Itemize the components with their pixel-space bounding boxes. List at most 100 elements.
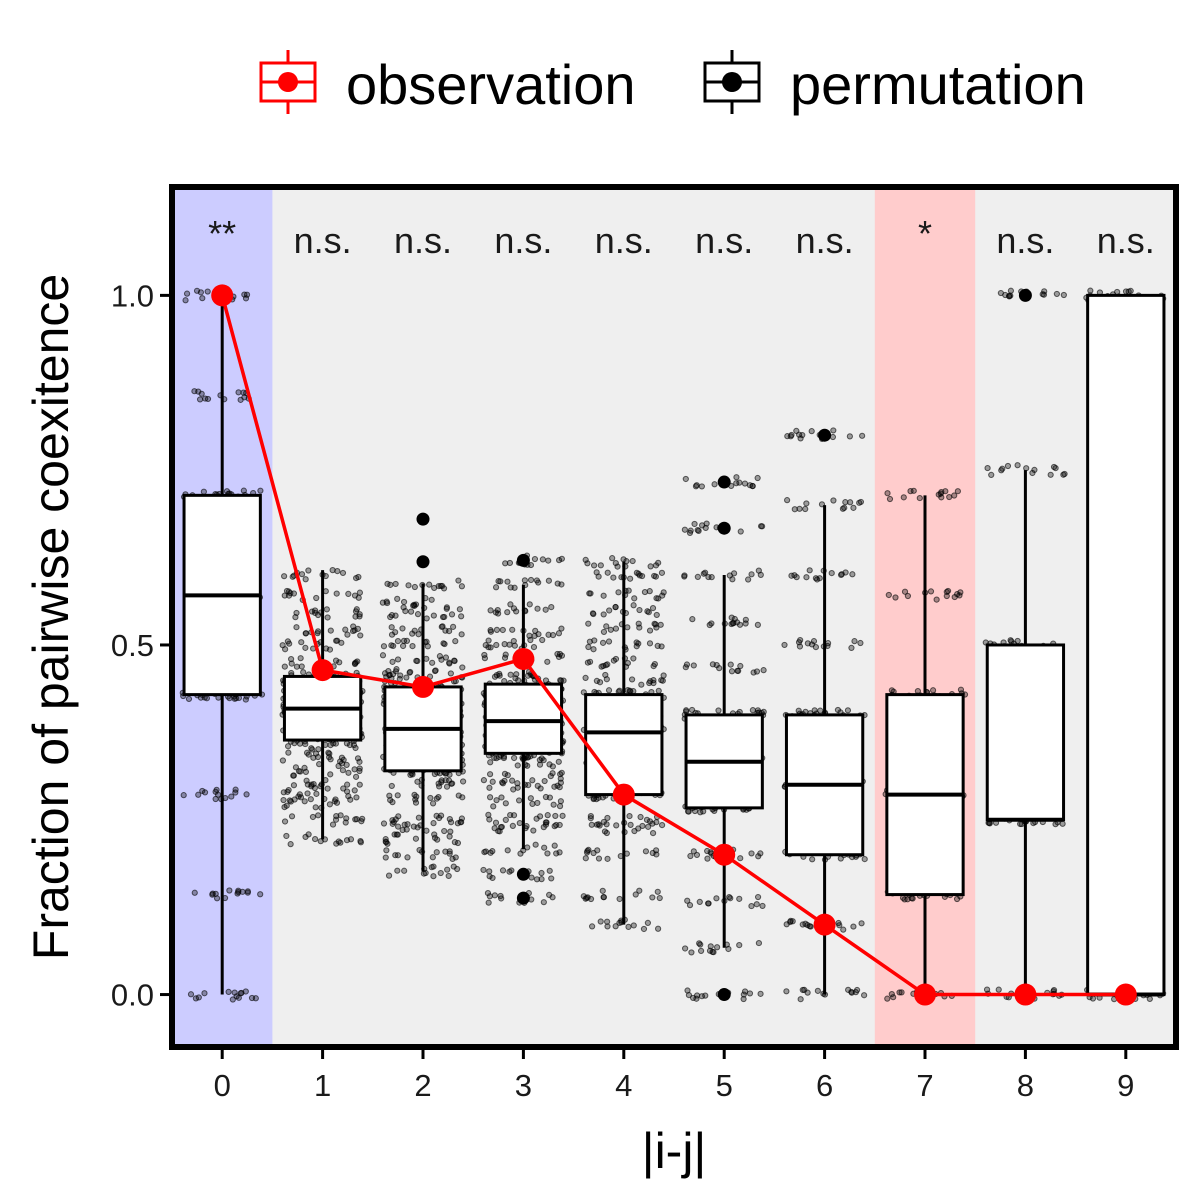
jitter-point: [582, 855, 589, 862]
jitter-point: [838, 571, 845, 578]
jitter-point: [642, 848, 650, 855]
jitter-point: [646, 679, 653, 687]
jitter-point: [856, 499, 863, 506]
x-tick-label: 2: [414, 1068, 431, 1103]
jitter-point: [681, 572, 688, 579]
jitter-point: [351, 660, 359, 668]
jitter-point: [290, 772, 298, 779]
jitter-point: [225, 988, 232, 995]
jitter-point: [244, 889, 251, 896]
jitter-point: [737, 528, 744, 535]
jitter-point: [524, 844, 531, 851]
jitter-point: [334, 568, 341, 575]
jitter-point: [690, 662, 697, 669]
jitter-point: [616, 895, 623, 903]
jitter-point: [638, 681, 645, 688]
jitter-point: [557, 798, 564, 805]
jitter-point: [708, 620, 715, 627]
jitter-point: [710, 949, 717, 956]
jitter-point: [812, 575, 819, 582]
jitter-point: [498, 823, 505, 831]
jitter-point: [436, 653, 444, 660]
jitter-point: [632, 891, 639, 898]
jitter-point: [629, 557, 636, 565]
jitter-point: [630, 602, 637, 609]
jitter-point: [357, 839, 364, 846]
jitter-point: [691, 520, 698, 528]
jitter-point: [381, 670, 389, 677]
jitter-point: [235, 889, 242, 896]
jitter-point: [201, 789, 209, 796]
jitter-point: [501, 654, 509, 661]
jitter-point: [694, 573, 701, 580]
jitter-point: [534, 799, 541, 807]
jitter-point: [356, 589, 363, 596]
jitter-point: [615, 589, 622, 596]
jitter-point: [600, 894, 607, 901]
jitter-point: [493, 626, 501, 633]
jitter-point: [514, 762, 521, 769]
jitter-point: [908, 895, 915, 902]
jitter-point: [183, 290, 191, 297]
jitter-point: [713, 895, 720, 902]
jitter-point: [508, 867, 515, 874]
jitter-point: [858, 920, 865, 927]
jitter-point: [437, 869, 444, 877]
jitter-point: [252, 995, 259, 1002]
jitter-point: [355, 594, 362, 601]
jitter-point: [430, 873, 437, 880]
legend-key-observation: [259, 50, 317, 114]
jitter-point: [535, 579, 542, 586]
jitter-point: [323, 606, 330, 613]
jitter-point: [635, 640, 642, 647]
jitter-point: [596, 679, 604, 686]
jitter-point: [451, 657, 458, 664]
jitter-point: [799, 431, 806, 439]
jitter-point: [379, 599, 386, 606]
jitter-point: [307, 796, 314, 803]
jitter-point: [546, 867, 553, 874]
jitter-point: [284, 638, 291, 645]
observation-point: [713, 843, 736, 866]
jitter-point: [481, 655, 489, 662]
jitter-point: [516, 819, 523, 827]
jitter-point: [757, 571, 764, 578]
jitter-point: [197, 289, 204, 296]
jitter-point: [588, 821, 595, 828]
jitter-point: [595, 573, 602, 580]
jitter-point: [646, 627, 654, 634]
jitter-point: [741, 480, 749, 487]
jitter-point: [584, 560, 591, 567]
jitter-point: [692, 483, 700, 490]
jitter-point: [1007, 637, 1014, 644]
jitter-point: [504, 609, 511, 616]
jitter-point: [442, 777, 449, 784]
jitter-point: [279, 642, 286, 649]
jitter-point: [305, 831, 312, 838]
jitter-point: [810, 638, 818, 645]
jitter-point: [686, 529, 694, 537]
jitter-point: [388, 624, 395, 631]
jitter-point: [555, 630, 563, 637]
jitter-point: [526, 601, 533, 608]
jitter-point: [682, 475, 689, 483]
observation-point: [914, 983, 936, 1006]
jitter-point: [557, 771, 564, 778]
jitter-point: [412, 799, 420, 806]
jitter-point: [698, 483, 705, 490]
jitter-point: [683, 708, 690, 715]
jitter-point: [235, 389, 242, 396]
jitter-point: [343, 761, 350, 769]
jitter-point: [759, 902, 766, 910]
jitter-point: [415, 814, 422, 821]
observation-line: [220, 294, 1126, 997]
jitter-point: [213, 895, 221, 902]
jitter-point: [609, 555, 616, 562]
jitter-point: [392, 852, 399, 859]
jitter-point: [423, 615, 430, 622]
jitter-point: [455, 792, 462, 799]
jitter-point: [310, 754, 317, 761]
jitter-point: [423, 827, 430, 834]
jitter-point: [655, 687, 662, 694]
jitter-point: [493, 755, 500, 762]
